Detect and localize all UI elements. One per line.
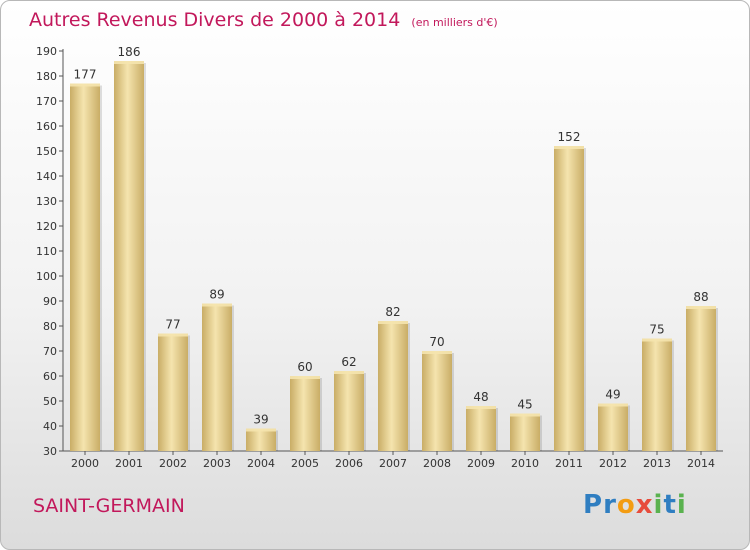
bar-value-label: 77 <box>165 318 180 332</box>
bar-value-label: 88 <box>693 290 708 304</box>
y-tick-label: 160 <box>36 120 57 133</box>
logo-letter: P <box>583 490 604 520</box>
bar <box>202 303 232 451</box>
y-tick-label: 120 <box>36 220 57 233</box>
y-tick-label: 150 <box>36 145 57 158</box>
bar-layer: 177 2000 186 2001 77 2002 89 2003 39 2004 60 2005 62… <box>70 45 718 470</box>
bar-value-label: 177 <box>74 68 97 82</box>
bar <box>598 403 628 451</box>
y-tick-label: 50 <box>43 395 57 408</box>
logo-letter: r <box>603 490 617 520</box>
bar <box>290 376 320 451</box>
bar <box>158 333 188 451</box>
bar <box>70 83 100 451</box>
bar-cap <box>686 306 716 309</box>
bar-cap <box>642 338 672 342</box>
chart-unit-note: (en milliers d'€) <box>411 16 498 29</box>
logo-letter: i <box>676 490 687 520</box>
bar <box>642 338 672 451</box>
y-tick-label: 60 <box>43 370 57 383</box>
bar-value-label: 89 <box>209 288 224 302</box>
bar-cap <box>510 413 540 417</box>
bar <box>114 61 144 451</box>
place-name: SAINT-GERMAIN <box>33 495 185 517</box>
bar-cap <box>202 303 232 307</box>
bar-cap <box>290 376 320 379</box>
bar-value-label: 60 <box>297 360 312 374</box>
bar-value-label: 70 <box>429 335 444 349</box>
bar-cap <box>246 428 276 432</box>
logo-letter: o <box>616 490 636 520</box>
bar <box>422 351 452 451</box>
logo-letter: i <box>653 490 664 520</box>
bar-cap <box>422 351 452 354</box>
bar-value-label: 82 <box>385 305 400 319</box>
x-tick-label: 2001 <box>115 457 143 470</box>
y-tick-label: 190 <box>36 45 57 58</box>
bar <box>554 146 584 451</box>
y-tick-label: 40 <box>43 420 57 433</box>
y-tick-label: 180 <box>36 70 57 83</box>
x-tick-label: 2007 <box>379 457 407 470</box>
y-tick-label: 130 <box>36 195 57 208</box>
y-tick-label: 80 <box>43 320 57 333</box>
bar-cap <box>554 146 584 149</box>
x-tick-label: 2003 <box>203 457 231 470</box>
bar-value-label: 48 <box>473 390 488 404</box>
bar <box>466 406 496 451</box>
y-tick-label: 70 <box>43 345 57 358</box>
bar <box>378 321 408 451</box>
bar <box>686 306 716 451</box>
x-tick-label: 2013 <box>643 457 671 470</box>
x-tick-label: 2011 <box>555 457 583 470</box>
title-row: Autres Revenus Divers de 2000 à 2014 (en… <box>29 9 498 31</box>
y-tick-label: 170 <box>36 95 57 108</box>
bar-cap <box>158 333 188 337</box>
bar-value-label: 39 <box>253 413 268 427</box>
chart-title: Autres Revenus Divers de 2000 à 2014 <box>29 9 401 31</box>
x-tick-label: 2008 <box>423 457 451 470</box>
bar-cap <box>114 61 144 64</box>
y-tick-label: 140 <box>36 170 57 183</box>
x-tick-label: 2006 <box>335 457 363 470</box>
y-tick-label: 110 <box>36 245 57 258</box>
logo-letter: t <box>663 490 677 520</box>
bar <box>334 371 364 451</box>
bar-cap <box>378 321 408 324</box>
x-tick-label: 2004 <box>247 457 275 470</box>
x-tick-label: 2005 <box>291 457 319 470</box>
x-tick-label: 2000 <box>71 457 99 470</box>
y-tick-label: 90 <box>43 295 57 308</box>
bar-value-label: 62 <box>341 355 356 369</box>
bar-value-label: 75 <box>649 323 664 337</box>
logo-letter: x <box>635 490 654 520</box>
bar-value-label: 186 <box>118 45 141 59</box>
x-tick-label: 2002 <box>159 457 187 470</box>
x-tick-label: 2010 <box>511 457 539 470</box>
y-tick-label: 30 <box>43 445 57 458</box>
bar-value-label: 49 <box>605 388 620 402</box>
bar <box>510 413 540 451</box>
bar-value-label: 152 <box>558 130 581 144</box>
bar-cap <box>466 406 496 409</box>
bar-cap <box>334 371 364 374</box>
bar-cap <box>70 83 100 87</box>
bar <box>246 428 276 451</box>
proxiti-logo: Proxiti <box>583 490 687 520</box>
bar-cap <box>598 403 628 407</box>
bar-value-label: 45 <box>517 398 532 412</box>
x-tick-label: 2014 <box>687 457 715 470</box>
x-tick-label: 2009 <box>467 457 495 470</box>
x-tick-label: 2012 <box>599 457 627 470</box>
y-tick-label: 100 <box>36 270 57 283</box>
